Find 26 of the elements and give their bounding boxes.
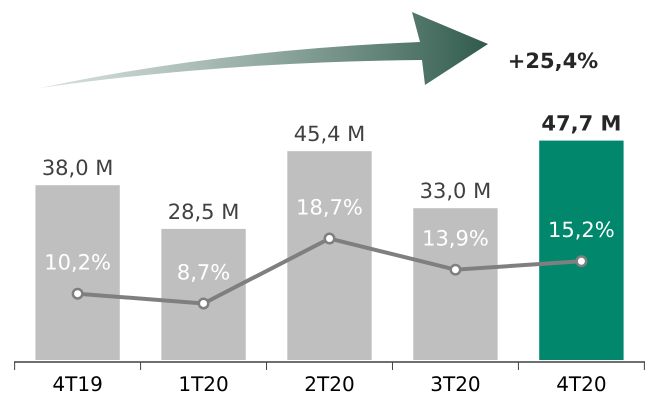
x-tick-label: 4T20 bbox=[556, 372, 607, 396]
data-label: 38,0 M bbox=[42, 156, 114, 180]
bar bbox=[35, 185, 120, 360]
data-label: 47,7 M bbox=[541, 112, 622, 136]
data-label: 8,7% bbox=[176, 260, 230, 284]
point bbox=[72, 288, 84, 300]
x-tick-label: 2T20 bbox=[304, 372, 355, 396]
data-label: 18,7% bbox=[296, 196, 363, 220]
x-tick-label: 4T19 bbox=[52, 372, 103, 396]
point bbox=[198, 298, 210, 310]
x-tick-label: 3T20 bbox=[430, 372, 481, 396]
data-label: 33,0 M bbox=[420, 179, 492, 204]
text: +25,4% bbox=[508, 49, 598, 73]
data-label: 15,2% bbox=[548, 218, 615, 242]
point bbox=[324, 232, 336, 244]
bar bbox=[161, 228, 246, 360]
bar bbox=[539, 140, 624, 360]
data-label: 45,4 M bbox=[294, 122, 366, 146]
data-label: 10,2% bbox=[44, 250, 111, 275]
data-label: 28,5 M bbox=[168, 200, 240, 224]
bar bbox=[413, 208, 498, 360]
bar bbox=[287, 151, 372, 360]
x-tick-label: 1T20 bbox=[178, 372, 229, 396]
data-label: 13,9% bbox=[422, 226, 489, 251]
point bbox=[449, 264, 462, 276]
point bbox=[575, 255, 588, 268]
